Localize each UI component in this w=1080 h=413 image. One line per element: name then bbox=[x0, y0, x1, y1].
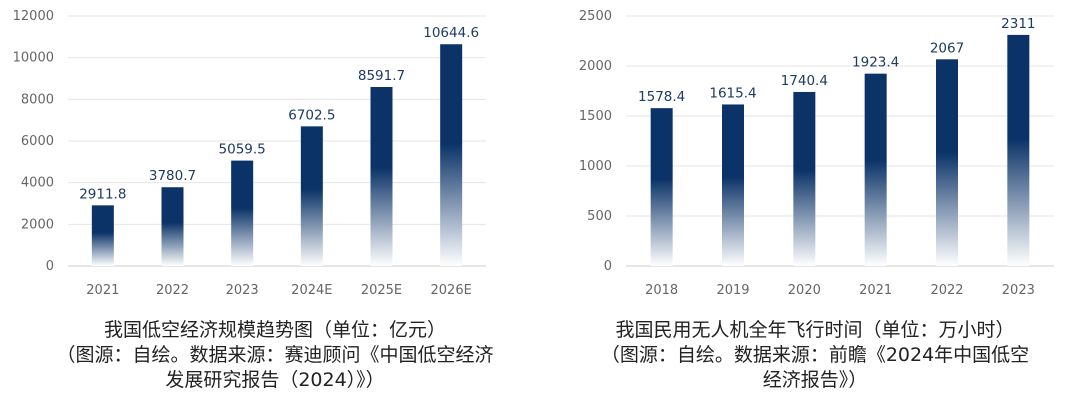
bar bbox=[650, 108, 673, 266]
data-label: 2911.8 bbox=[79, 186, 126, 202]
data-label: 1923.4 bbox=[852, 55, 899, 71]
x-tick-label: 2022 bbox=[156, 283, 189, 298]
data-label: 8591.7 bbox=[358, 68, 405, 84]
bar bbox=[793, 91, 816, 267]
x-tick-label: 2021 bbox=[859, 283, 892, 298]
bar bbox=[91, 205, 114, 266]
x-tick-label: 2021 bbox=[86, 283, 119, 298]
bar bbox=[722, 104, 744, 267]
caption-left: 我国低空经济规模趋势图（单位：亿元） （图源：自绘。数据来源：赛迪顾问《中国低空… bbox=[40, 318, 510, 393]
data-label: 1740.4 bbox=[781, 73, 828, 89]
x-tick-label: 2026E bbox=[431, 283, 472, 298]
caption-left-line-3: 发展研究报告（2024）》） bbox=[165, 369, 385, 391]
y-tick-label: 0 bbox=[46, 259, 54, 274]
bar-chart-left: 0 2000 4000 6000 8000 10000 12000 2911.8 2021 378… bbox=[13, 9, 486, 298]
bar bbox=[864, 73, 887, 266]
bar bbox=[936, 59, 958, 266]
x-tick-label: 2018 bbox=[645, 283, 678, 298]
data-label: 3780.7 bbox=[149, 168, 196, 184]
x-tick-label: 2019 bbox=[716, 283, 749, 298]
data-label: 6702.5 bbox=[288, 107, 335, 123]
caption-left-line-1: 我国低空经济规模趋势图（单位：亿元） bbox=[103, 319, 446, 341]
caption-right-line-1: 我国民用无人机全年飞行时间（单位：万小时） bbox=[615, 319, 1015, 341]
y-tick-label: 1500 bbox=[579, 109, 612, 124]
x-tick-label: 2020 bbox=[788, 283, 821, 298]
bar bbox=[1007, 34, 1030, 267]
y-tick-label: 500 bbox=[587, 209, 612, 224]
y-tick-label: 2000 bbox=[21, 217, 54, 232]
caption-right-line-3: 经济报告》） bbox=[762, 369, 868, 391]
bar bbox=[370, 87, 393, 266]
y-tick-label: 10000 bbox=[13, 51, 54, 66]
y-tick-label: 2500 bbox=[579, 9, 612, 24]
bar bbox=[231, 160, 254, 266]
x-tick-label: 2022 bbox=[930, 283, 963, 298]
caption-right: 我国民用无人机全年飞行时间（单位：万小时） （图源：自绘。数据来源：前瞻《202… bbox=[580, 318, 1050, 393]
caption-right-line-2: （图源：自绘。数据来源：前瞻《2024年中国低空 bbox=[600, 344, 1030, 366]
y-tick-label: 1000 bbox=[579, 159, 612, 174]
x-tick-label: 2025E bbox=[361, 283, 402, 298]
x-tick-label: 2024E bbox=[291, 283, 332, 298]
bar bbox=[300, 126, 323, 266]
bar-chart-right: 0 500 1000 1500 2000 2500 1578.4 2018 1615.4 2019… bbox=[579, 9, 1054, 298]
y-tick-label: 12000 bbox=[13, 9, 54, 24]
bar bbox=[161, 187, 184, 266]
chart-left-low-altitude-economy: 0 2000 4000 6000 8000 10000 12000 2911.8 2021 378… bbox=[0, 0, 540, 300]
data-label: 5059.5 bbox=[219, 142, 266, 158]
x-tick-label: 2023 bbox=[1002, 283, 1035, 298]
bar bbox=[440, 44, 463, 266]
data-label: 1578.4 bbox=[638, 89, 685, 105]
x-tick-label: 2023 bbox=[226, 283, 259, 298]
y-tick-label: 8000 bbox=[21, 92, 54, 107]
data-label: 2311 bbox=[1001, 16, 1035, 32]
y-tick-label: 0 bbox=[604, 259, 612, 274]
data-label: 1615.4 bbox=[709, 85, 756, 101]
y-tick-label: 6000 bbox=[21, 134, 54, 149]
data-label: 2067 bbox=[930, 40, 964, 56]
chart-right-drone-flight-hours: 0 500 1000 1500 2000 2500 1578.4 2018 1615.4 2019… bbox=[540, 0, 1080, 300]
data-label: 10644.6 bbox=[423, 25, 479, 41]
y-tick-label: 2000 bbox=[579, 59, 612, 74]
caption-left-line-2: （图源：自绘。数据来源：赛迪顾问《中国低空经济 bbox=[56, 344, 494, 366]
y-tick-label: 4000 bbox=[21, 176, 54, 191]
